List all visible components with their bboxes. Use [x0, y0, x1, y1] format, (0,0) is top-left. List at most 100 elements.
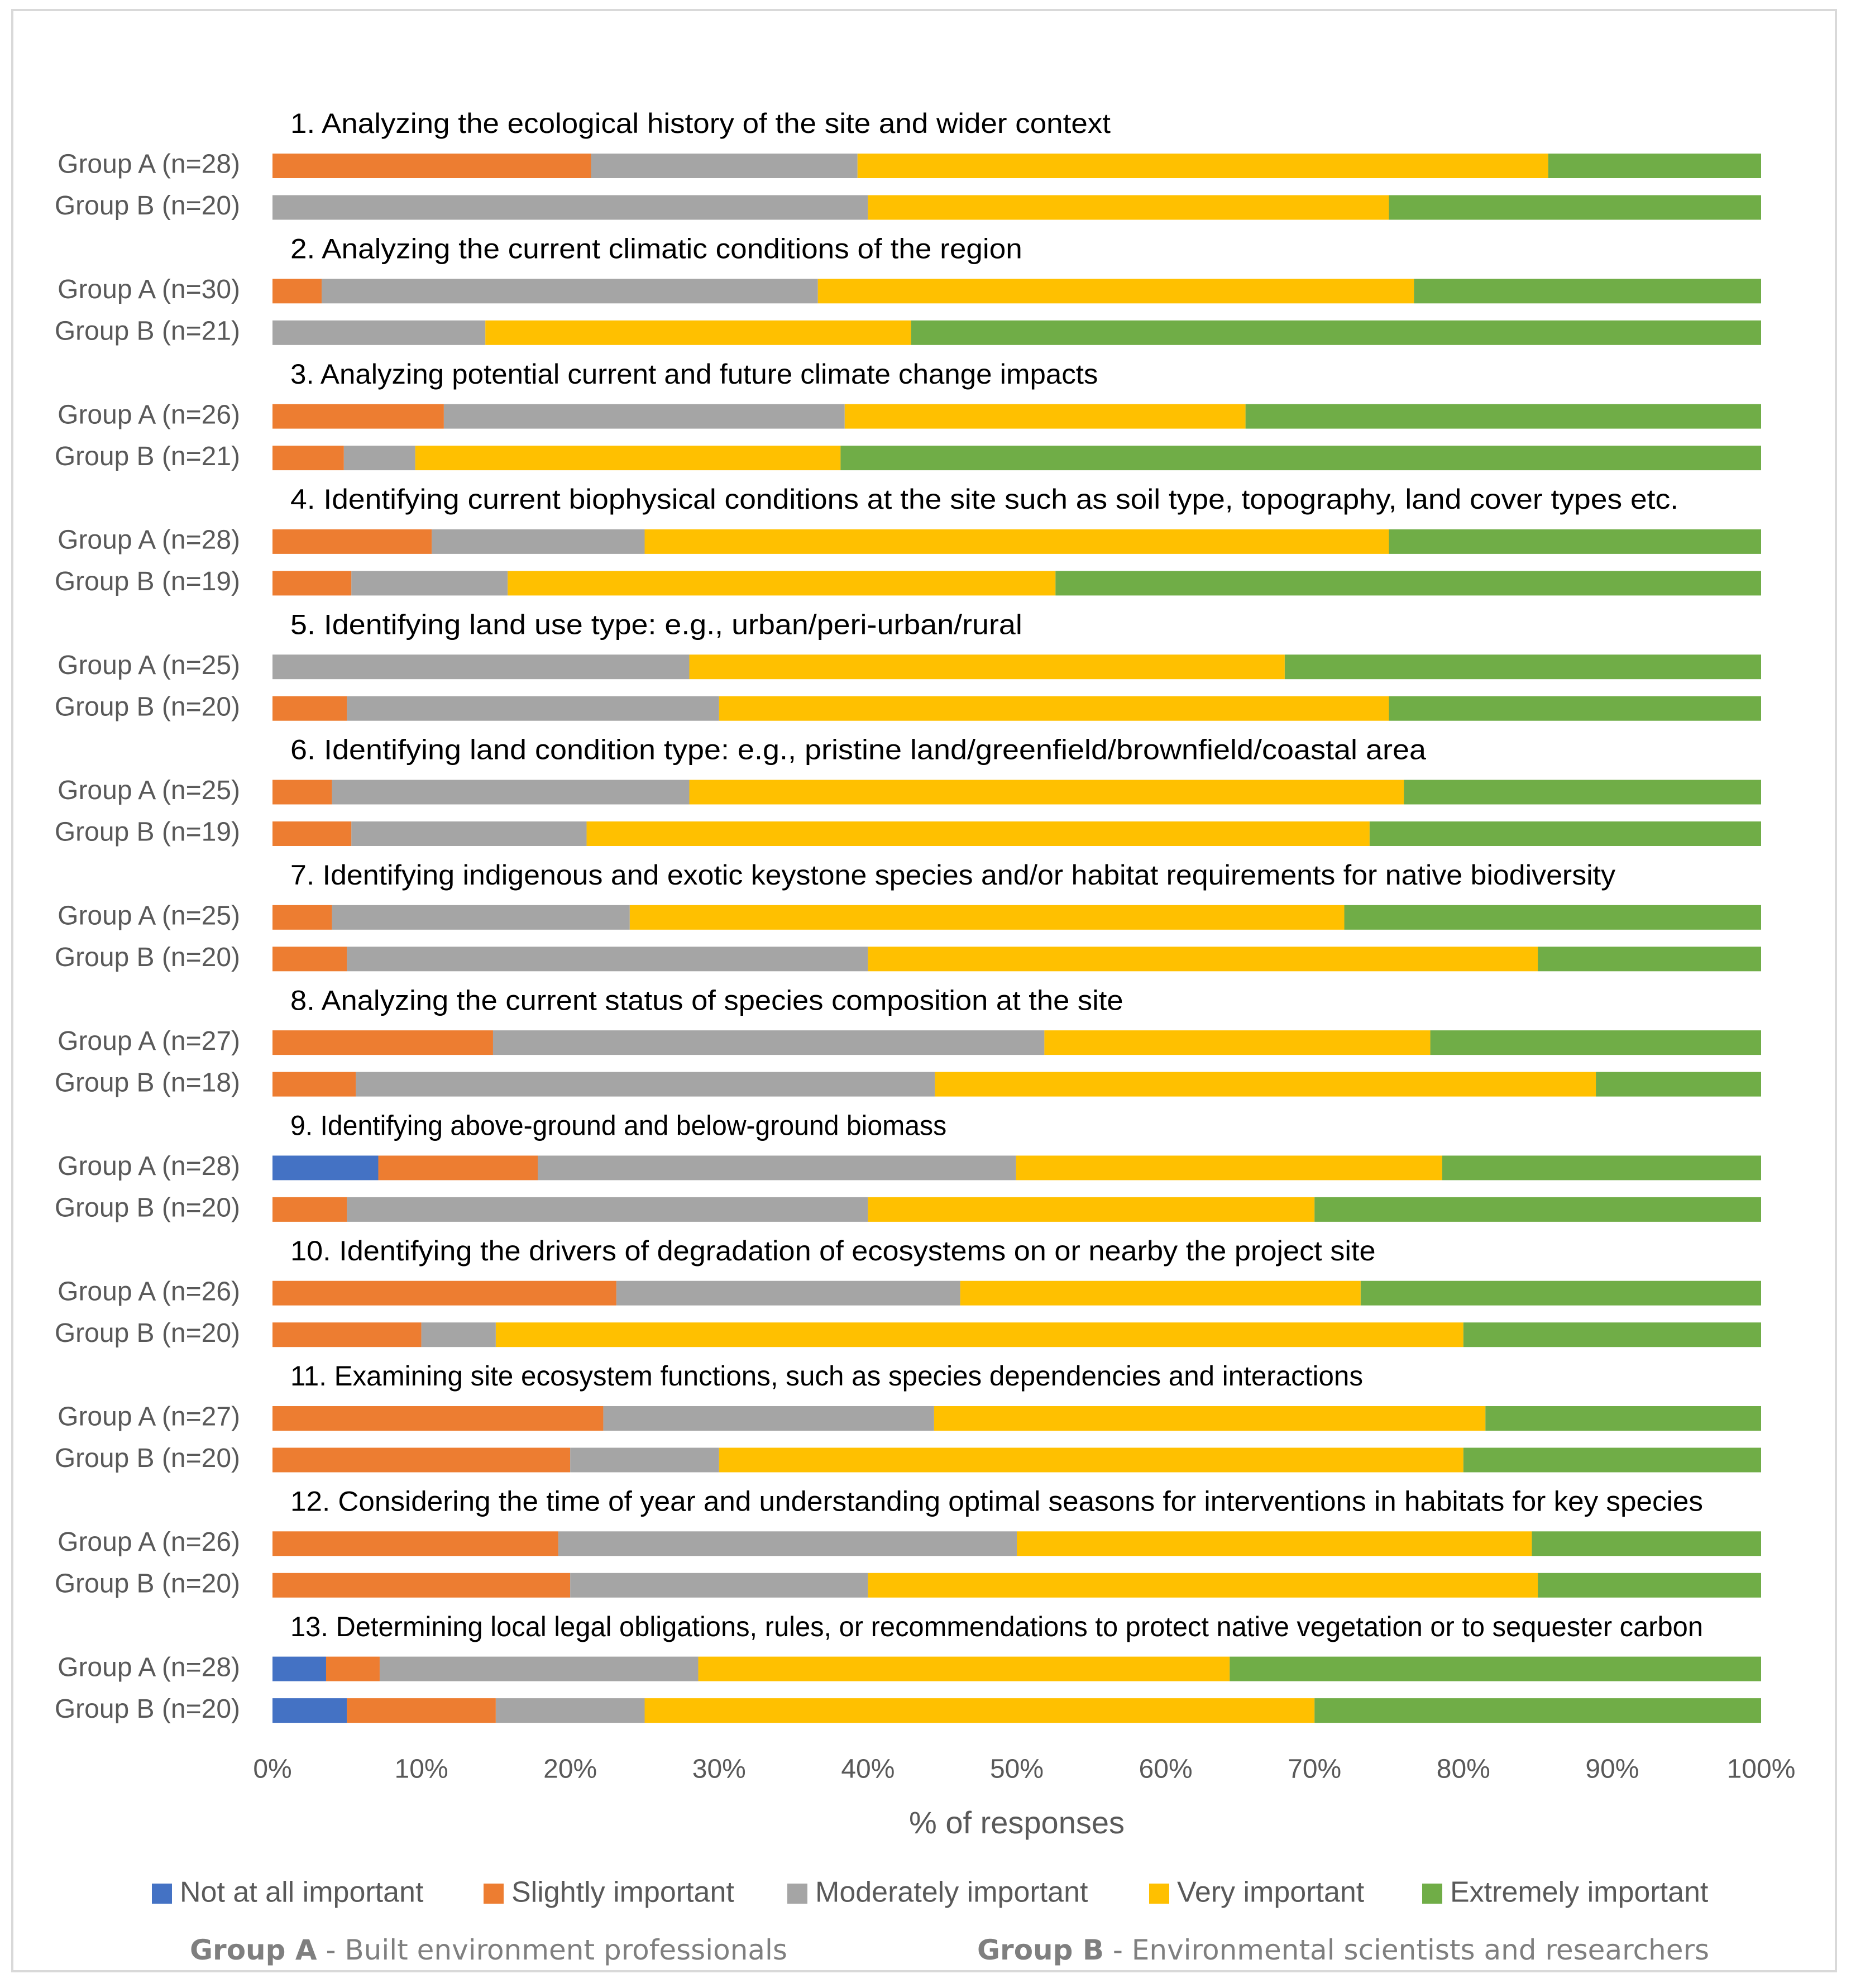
bar-segment-g12b-s4	[868, 1573, 1538, 1598]
x-tick-label: 0%	[253, 1755, 291, 1784]
row-label-5a: Group A (n=25)	[58, 651, 240, 680]
bar-segment-g4a-s5	[1389, 529, 1761, 554]
bar-segment-g10b-s2	[272, 1322, 422, 1347]
row-label-10b: Group B (n=20)	[55, 1318, 240, 1348]
row-label-9b: Group B (n=20)	[55, 1193, 240, 1223]
bar-segment-g13b-s2	[347, 1698, 496, 1723]
bar-segment-g3a-s3	[443, 404, 845, 429]
group-title-11: 11. Examining site ecosystem functions, …	[290, 1360, 1363, 1392]
bar-segment-g1a-s4	[857, 154, 1548, 178]
bar-segment-g2a-s3	[322, 279, 818, 304]
row-label-9a: Group A (n=28)	[58, 1151, 240, 1181]
bar-segment-g8a-s3	[492, 1030, 1045, 1055]
row-label-12b: Group B (n=20)	[55, 1569, 240, 1598]
bar-segment-g6a-s2	[272, 780, 332, 805]
footnote-group-b-desc: - Environmental scientists and researche…	[1103, 1934, 1710, 1966]
bar-segment-g13a-s1	[272, 1656, 326, 1681]
bar-segment-g1b-s5	[1389, 195, 1761, 220]
bar-segment-g3b-s4	[415, 446, 841, 471]
bar-segment-g9b-s4	[868, 1197, 1315, 1222]
bar-segment-g8a-s5	[1430, 1030, 1761, 1055]
x-tick-label: 10%	[395, 1755, 448, 1784]
bar-segment-g5b-s5	[1389, 696, 1761, 721]
footnote-group-a: Group A - Built environment professional…	[190, 1934, 787, 1966]
row-label-12a: Group A (n=26)	[58, 1527, 240, 1557]
bar-segment-g11a-s3	[603, 1406, 934, 1431]
legend-label-3: Moderately important	[815, 1876, 1088, 1909]
group-title-3: 3. Analyzing potential current and futur…	[290, 359, 1098, 390]
row-label-6a: Group A (n=25)	[58, 776, 240, 805]
bar-segment-g7a-s3	[332, 905, 630, 930]
bar-segment-g11a-s4	[934, 1406, 1486, 1431]
footnote-group-a-desc: - Built environment professionals	[317, 1934, 787, 1966]
group-title-12: 12. Considering the time of year and und…	[290, 1486, 1703, 1517]
bar-segment-g2a-s2	[272, 279, 322, 304]
row-label-1a: Group A (n=28)	[58, 150, 240, 179]
bar-segment-g5a-s3	[272, 654, 690, 680]
bar-segment-g11b-s4	[719, 1447, 1463, 1473]
bar-segment-g1a-s2	[272, 154, 591, 178]
bar-segment-g8a-s4	[1044, 1030, 1431, 1055]
group-title-8: 8. Analyzing the current status of speci…	[290, 985, 1123, 1016]
row-label-8a: Group A (n=27)	[58, 1026, 240, 1056]
x-tick-label: 30%	[692, 1755, 746, 1784]
bar-segment-g9a-s1	[272, 1155, 379, 1181]
group-title-1: 1. Analyzing the ecological history of t…	[290, 108, 1111, 139]
bar-segment-g5b-s2	[272, 696, 347, 721]
bar-segment-g13b-s4	[644, 1698, 1315, 1723]
bar-segment-g10a-s4	[960, 1280, 1361, 1306]
bar-segment-g9a-s3	[538, 1155, 1016, 1181]
bar-segment-g5a-s4	[689, 654, 1285, 680]
row-label-3a: Group A (n=26)	[58, 400, 240, 429]
footnote-group-a-label: Group A	[190, 1934, 317, 1966]
x-tick-label: 80%	[1437, 1755, 1490, 1784]
bar-segment-g13a-s2	[326, 1656, 380, 1681]
bar-segment-g12b-s2	[272, 1573, 571, 1598]
bar-segment-g10b-s5	[1463, 1322, 1761, 1347]
bar-segment-g1b-s3	[272, 195, 868, 220]
legend-label-5: Extremely important	[1450, 1876, 1709, 1909]
bar-segment-g10a-s3	[616, 1280, 960, 1306]
footnote-group-b-label: Group B	[977, 1934, 1104, 1966]
bar-segment-g2a-s4	[817, 279, 1414, 304]
row-label-2b: Group B (n=21)	[55, 316, 240, 346]
bar-segment-g7b-s3	[347, 947, 868, 972]
bar-segment-g6a-s3	[332, 780, 690, 805]
group-title-7: 7. Identifying indigenous and exotic key…	[290, 859, 1615, 891]
bar-segment-g13a-s4	[698, 1656, 1230, 1681]
legend-label-2: Slightly important	[511, 1876, 734, 1909]
row-label-7a: Group A (n=25)	[58, 901, 240, 930]
row-label-13b: Group B (n=20)	[55, 1694, 240, 1724]
bar-segment-g9b-s2	[272, 1197, 347, 1222]
bar-segment-g11a-s5	[1485, 1406, 1761, 1431]
bar-segment-g9a-s2	[378, 1155, 538, 1181]
bar-segment-g13b-s3	[495, 1698, 645, 1723]
legend-swatch-5	[1422, 1884, 1442, 1904]
bar-segment-g4a-s4	[644, 529, 1389, 554]
bar-segment-g12a-s3	[558, 1531, 1017, 1556]
bar-segment-g8b-s2	[272, 1072, 356, 1097]
row-label-7b: Group B (n=20)	[55, 943, 240, 972]
legend-label-4: Very important	[1177, 1876, 1365, 1909]
bar-segment-g10a-s2	[272, 1280, 616, 1306]
bar-segment-g12b-s5	[1538, 1573, 1761, 1598]
bar-segment-g9a-s4	[1016, 1155, 1442, 1181]
bar-segment-g3a-s2	[272, 404, 444, 429]
bar-segment-g11b-s2	[272, 1447, 571, 1473]
bar-segment-g8b-s4	[935, 1072, 1596, 1097]
bar-segment-g5b-s3	[347, 696, 719, 721]
group-title-4: 4. Identifying current biophysical condi…	[290, 484, 1678, 515]
footnote-group-b: Group B - Environmental scientists and r…	[977, 1934, 1709, 1966]
row-label-2a: Group A (n=30)	[58, 275, 240, 304]
x-tick-label: 90%	[1585, 1755, 1639, 1784]
bar-segment-g2b-s3	[272, 320, 486, 345]
bar-segment-g4a-s2	[272, 529, 432, 554]
bar-segment-g3b-s2	[272, 446, 344, 471]
row-label-11b: Group B (n=20)	[55, 1444, 240, 1473]
bar-segment-g13b-s5	[1314, 1698, 1761, 1723]
bar-segment-g9a-s5	[1442, 1155, 1761, 1181]
bar-segment-g13b-s1	[272, 1698, 347, 1723]
legend-swatch-3	[787, 1884, 807, 1904]
row-label-8b: Group B (n=18)	[55, 1068, 240, 1097]
